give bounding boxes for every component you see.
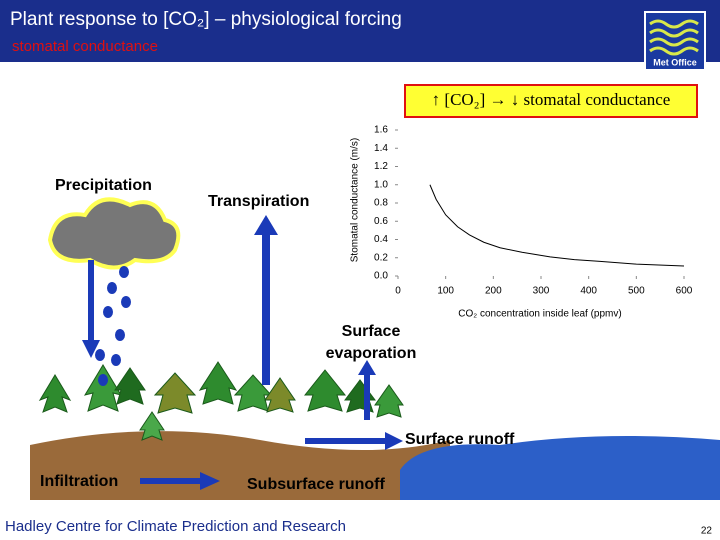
title: Plant response to [CO₂] – physiological …	[10, 9, 402, 30]
footer: Hadley Centre for Climate Prediction and…	[5, 518, 346, 535]
logo-text: Met Office	[653, 57, 697, 67]
label-surface-runoff: Surface runoff	[405, 431, 515, 448]
x-tick-label: 400	[580, 286, 597, 297]
x-tick-label: 200	[485, 286, 502, 297]
label-subsurface-runoff: Subsurface runoff	[247, 476, 385, 493]
x-tick-label: 0	[395, 286, 401, 297]
label-evaporation: evaporation	[326, 345, 417, 362]
y-tick-label: 1.4	[374, 143, 388, 154]
y-tick-label: 1.2	[374, 161, 388, 172]
label-transpiration: Transpiration	[208, 193, 309, 210]
y-tick-label: 0.6	[374, 216, 388, 227]
y-tick-label: 0.2	[374, 252, 388, 263]
x-tick-label: 600	[676, 286, 693, 297]
label-infiltration: Infiltration	[40, 473, 118, 490]
logo: Met Office	[644, 11, 706, 71]
callout: ↑ [CO₂] → ↓ stomatal conductance	[432, 90, 671, 109]
labels: Precipitation Transpiration Surface evap…	[40, 177, 515, 493]
chart: 0.0 0.2 0.4 0.6 0.8 1.0 1.2 1.4 1.6 0 100 200 300 400…	[350, 125, 693, 320]
x-tick-label: 500	[628, 286, 645, 297]
x-tick-label: 100	[437, 286, 454, 297]
vegetation	[38, 361, 404, 441]
raindrops	[95, 266, 131, 386]
y-tick-label: 0.4	[374, 234, 388, 245]
y-tick-label: 1.6	[374, 125, 388, 136]
x-axis-label: CO₂ concentration inside leaf (ppmv)	[458, 309, 621, 320]
y-tick-label: 0.8	[374, 198, 388, 209]
x-tick-label: 300	[533, 286, 550, 297]
callout-box	[404, 84, 698, 118]
label-evaporation: Surface	[342, 323, 401, 340]
label-precipitation: Precipitation	[55, 177, 152, 194]
y-tick-label: 0.0	[374, 271, 388, 282]
subtitle: stomatal conductance	[12, 38, 158, 55]
y-tick-label: 1.0	[374, 179, 388, 190]
y-axis-label: Stomatal conductance (m/s)	[350, 138, 361, 263]
page-number: 22	[701, 526, 713, 537]
ground	[30, 431, 450, 500]
lake	[400, 436, 720, 500]
arrows	[82, 215, 403, 490]
curve	[429, 184, 685, 267]
cloud	[47, 197, 181, 270]
header-band	[0, 0, 720, 62]
